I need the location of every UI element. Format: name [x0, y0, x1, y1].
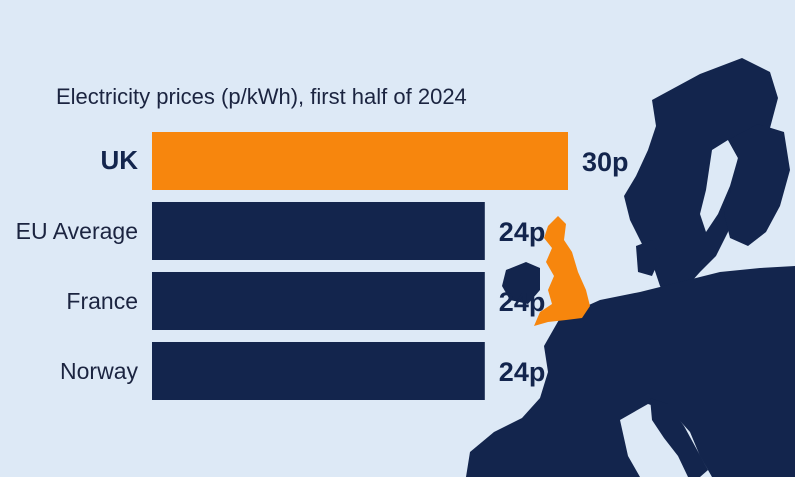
- value-label-france: 24p: [499, 287, 546, 317]
- value-label-norway: 24p: [499, 357, 546, 387]
- category-label-eu-average: EU Average: [16, 218, 138, 244]
- uk-map-icon: [534, 216, 590, 326]
- value-label-eu-average: 24p: [499, 217, 546, 247]
- bar-uk: [152, 132, 568, 190]
- chart-title: Electricity prices (p/kWh), first half o…: [56, 84, 467, 109]
- europe-map-icon: [466, 58, 795, 477]
- bar-france: [152, 272, 485, 330]
- category-label-norway: Norway: [60, 358, 138, 384]
- category-label-france: France: [66, 288, 138, 314]
- value-label-uk: 30p: [582, 147, 629, 177]
- bar-eu-average: [152, 202, 485, 260]
- bars-group: UK 30p EU Average 24p France 24p Norway 24p: [16, 132, 629, 400]
- bar-norway: [152, 342, 485, 400]
- category-label-uk: UK: [100, 145, 138, 175]
